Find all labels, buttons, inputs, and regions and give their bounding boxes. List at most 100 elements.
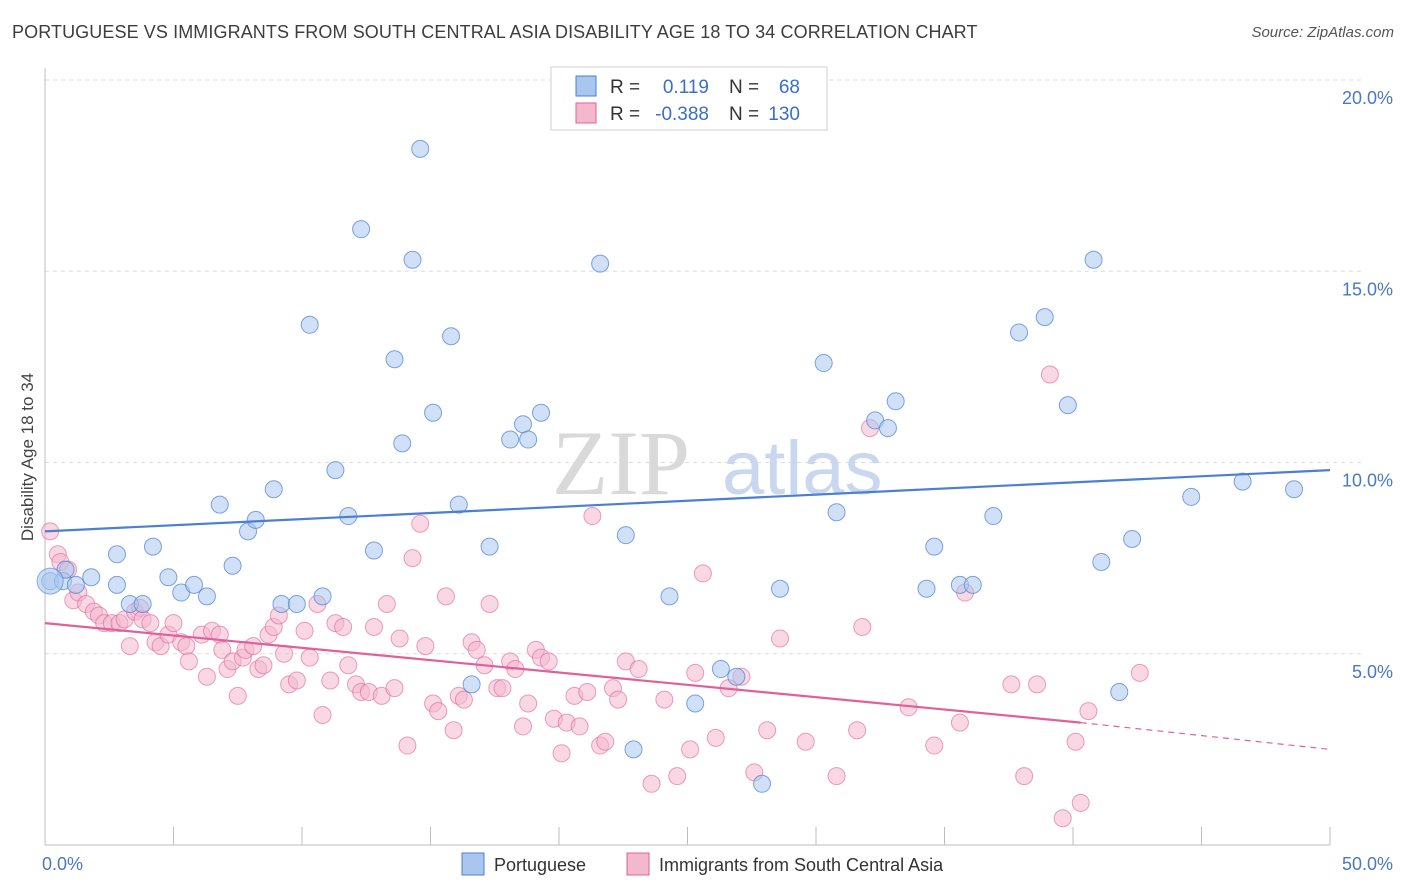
point-immigrants <box>758 721 777 740</box>
point-portuguese <box>480 537 499 556</box>
point-immigrants <box>1066 732 1085 751</box>
point-portuguese <box>210 495 229 514</box>
bottom-legend-immigrants: Immigrants from South Central Asia <box>659 855 944 875</box>
x-tick-label-max: 50.0% <box>1342 854 1393 874</box>
point-immigrants <box>693 564 712 583</box>
point-immigrants <box>1028 675 1047 694</box>
legend-r-value-2: -0.388 <box>655 104 709 125</box>
source-credit: Source: ZipAtlas.com <box>1251 24 1394 41</box>
point-immigrants <box>681 740 700 759</box>
y-tick-label: 20.0% <box>1342 88 1393 108</box>
point-portuguese <box>462 675 481 694</box>
point-portuguese <box>591 254 610 273</box>
point-immigrants <box>228 686 247 705</box>
point-portuguese <box>1092 552 1111 571</box>
point-portuguese <box>660 587 679 606</box>
point-portuguese <box>442 327 461 346</box>
point-portuguese <box>1058 396 1077 415</box>
point-portuguese <box>385 350 404 369</box>
point-portuguese <box>827 503 846 522</box>
point-portuguese <box>424 403 443 422</box>
bottom-legend-portuguese: Portuguese <box>494 855 586 875</box>
point-portuguese <box>246 510 265 529</box>
point-portuguese <box>616 526 635 545</box>
point-immigrants <box>629 660 648 679</box>
point-immigrants <box>444 721 463 740</box>
point-portuguese <box>1110 683 1129 701</box>
point-portuguese <box>963 575 982 594</box>
point-portuguese <box>878 419 897 438</box>
point-immigrants <box>1002 675 1021 694</box>
point-immigrants <box>925 736 944 755</box>
point-immigrants <box>583 507 602 526</box>
point-immigrants <box>950 713 969 732</box>
point-portuguese <box>264 480 283 499</box>
point-portuguese <box>449 495 468 514</box>
legend-r-label-2: R = <box>610 104 640 125</box>
point-portuguese <box>107 575 126 594</box>
bottom-legend-swatch-immigrants <box>626 852 650 876</box>
point-immigrants <box>398 736 417 755</box>
point-immigrants <box>1130 663 1149 682</box>
point-immigrants <box>334 617 353 636</box>
point-immigrants <box>390 629 409 648</box>
point-immigrants <box>339 656 358 675</box>
point-portuguese <box>532 403 551 422</box>
point-immigrants <box>364 617 383 636</box>
point-portuguese <box>393 434 412 453</box>
point-immigrants <box>827 767 846 786</box>
point-immigrants <box>596 732 615 751</box>
point-immigrants <box>275 644 294 663</box>
point-portuguese <box>36 567 64 595</box>
point-immigrants <box>609 690 628 709</box>
point-portuguese <box>313 587 332 606</box>
point-portuguese <box>984 507 1003 526</box>
point-immigrants <box>179 652 198 671</box>
y-tick-labels: 5.0% 10.0% 15.0% 20.0% <box>1342 88 1393 682</box>
point-immigrants <box>706 728 725 747</box>
point-portuguese <box>624 740 643 759</box>
point-immigrants <box>668 767 687 786</box>
legend-r-value-1: 0.119 <box>663 77 709 98</box>
point-immigrants <box>771 629 790 648</box>
x-tick-labels: 0.0% 50.0% <box>42 854 1393 874</box>
point-immigrants <box>1040 365 1059 384</box>
point-portuguese <box>403 250 422 269</box>
bottom-legend-swatch-portuguese <box>461 852 485 876</box>
legend-r-label-1: R = <box>610 77 640 98</box>
point-immigrants <box>287 671 306 690</box>
point-portuguese <box>287 595 306 614</box>
point-portuguese <box>1233 472 1252 491</box>
point-portuguese <box>185 575 204 594</box>
point-immigrants <box>120 637 139 656</box>
legend-n-value-1: 68 <box>779 77 800 98</box>
point-immigrants <box>552 744 571 763</box>
point-immigrants <box>519 694 538 713</box>
series-immigrants-points <box>41 365 1149 828</box>
point-immigrants <box>1015 767 1034 786</box>
point-immigrants <box>480 595 499 614</box>
point-portuguese <box>300 315 319 334</box>
point-immigrants <box>377 595 396 614</box>
point-immigrants <box>1079 702 1098 721</box>
point-portuguese <box>925 537 944 556</box>
point-portuguese <box>66 575 85 594</box>
point-portuguese <box>1182 487 1201 506</box>
y-tick-label: 15.0% <box>1342 279 1393 299</box>
point-portuguese <box>1035 308 1054 327</box>
point-portuguese <box>352 220 371 239</box>
legend-n-label-2: N = <box>729 104 759 125</box>
point-immigrants <box>321 671 340 690</box>
legend-n-value-2: 130 <box>768 104 800 125</box>
chart-title: PORTUGUESE VS IMMIGRANTS FROM SOUTH CENT… <box>12 22 978 42</box>
point-portuguese <box>223 556 242 575</box>
point-immigrants <box>177 637 196 656</box>
point-immigrants <box>436 587 455 606</box>
point-immigrants <box>514 717 533 736</box>
point-portuguese <box>519 430 538 449</box>
point-portuguese <box>1285 480 1304 499</box>
y-axis-label: Disability Age 18 to 34 <box>18 373 37 541</box>
point-portuguese <box>107 545 126 564</box>
point-portuguese <box>411 139 430 158</box>
point-portuguese <box>1084 250 1103 269</box>
